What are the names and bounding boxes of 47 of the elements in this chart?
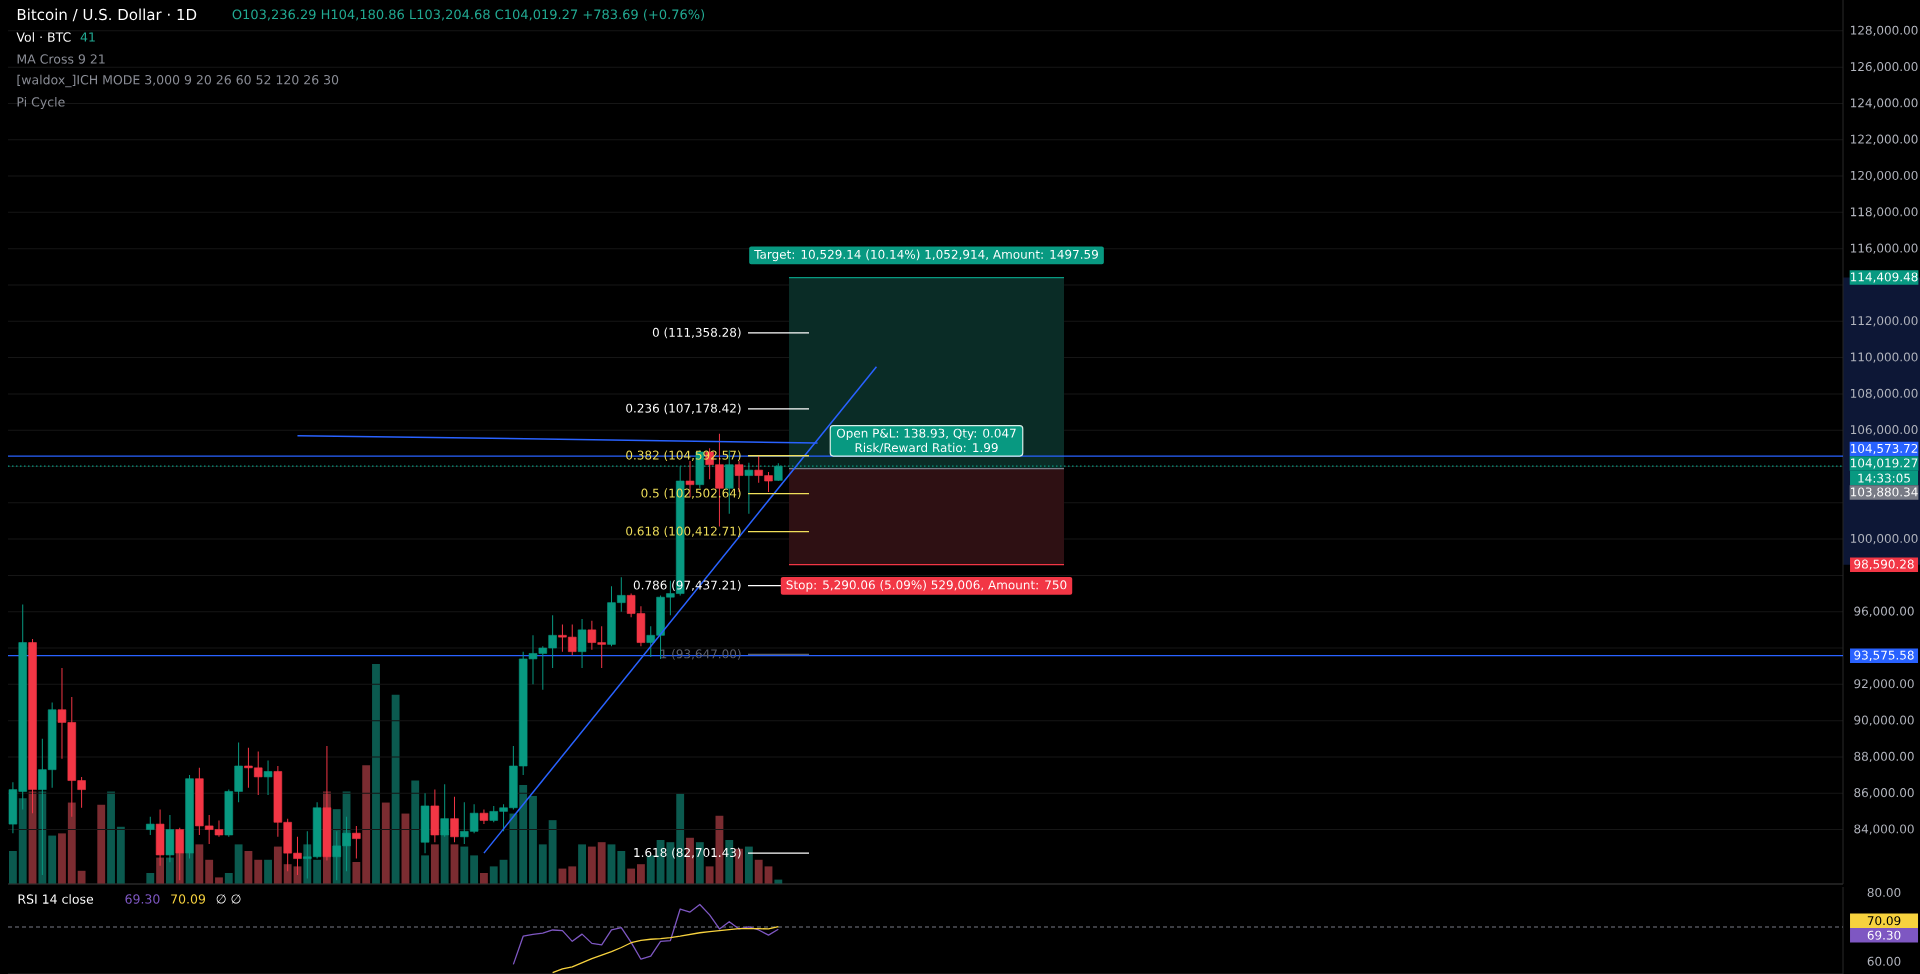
annotation: 69.30 bbox=[125, 894, 160, 904]
y-tick-label: 126,000.00 bbox=[1850, 62, 1918, 73]
y-tick-label: 124,000.00 bbox=[1850, 98, 1918, 109]
y-tick-label: 88,000.00 bbox=[1854, 751, 1914, 763]
y-tick-label: 86,000.00 bbox=[1854, 788, 1914, 799]
chart-title: Bitcoin / U.S. Dollar · 1D bbox=[17, 8, 197, 22]
chart-title: Vol · BTC bbox=[16, 32, 71, 42]
y-tick-label: 110,000.00 bbox=[1850, 352, 1918, 363]
y-tick-label: 118,000.00 bbox=[1850, 207, 1918, 218]
ref-line-label: 0 (111,358.28) bbox=[652, 327, 741, 339]
ref-line-label: 1.618 (82,701.43) bbox=[634, 847, 741, 859]
chart-title: RSI 14 close bbox=[18, 894, 94, 904]
y-tick-label: 108,000.00 bbox=[1850, 388, 1918, 400]
y-tick-label: 120,000.00 bbox=[1850, 170, 1918, 182]
y-tick-label: 92,000.00 bbox=[1854, 679, 1914, 690]
text: 103,880.34 bbox=[1850, 487, 1918, 498]
annotation: 70.09 bbox=[171, 894, 206, 904]
y-tick-label: 90,000.00 bbox=[1854, 715, 1914, 726]
ref-line-label: 0.236 (107,178.42) bbox=[626, 403, 741, 415]
annotation: Risk/Reward Ratio: 1.99 bbox=[855, 442, 998, 454]
text: 98,590.28 bbox=[1854, 559, 1914, 570]
text: 69.30 bbox=[1867, 930, 1901, 940]
band-label: Target: 10,529.14 (10.14%) 1,052,914, Amount: 1497.59 bbox=[754, 249, 1098, 262]
y-tick-label: 122,000.00 bbox=[1850, 134, 1918, 145]
y-tick-label: 112,000.00 bbox=[1850, 316, 1918, 327]
band-label: Stop: 5,290.06 (5.09%) 529,006, Amount: 750 bbox=[786, 580, 1067, 592]
text: 70.09 bbox=[1867, 916, 1901, 926]
ref-line-label: 104,573.72 bbox=[1850, 443, 1918, 455]
annotation: 41 bbox=[80, 32, 95, 42]
ref-line-label: 93,575.58 bbox=[1854, 650, 1914, 661]
annotation: [waldox_]ICH MODE 3,000 9 20 26 60 52 120 26 30 bbox=[17, 74, 339, 88]
annotation: Open P&L: 138.93, Qty: 0.047 bbox=[836, 428, 1016, 441]
y-tick-label: 60.00 bbox=[1867, 956, 1901, 966]
annotation: ∅ ∅ bbox=[216, 894, 241, 904]
y-tick-label: 80.00 bbox=[1867, 887, 1901, 898]
text: 14:33:05 bbox=[1858, 473, 1910, 483]
annotation: MA Cross 9 21 bbox=[17, 54, 105, 64]
y-tick-label: 116,000.00 bbox=[1850, 243, 1918, 254]
y-tick-label: 84,000.00 bbox=[1854, 824, 1914, 835]
ref-line-label: 104,019.27 bbox=[1850, 458, 1918, 469]
y-tick-label: 128,000.00 bbox=[1850, 25, 1918, 37]
text: 114,409.48 bbox=[1850, 272, 1918, 283]
y-tick-label: 100,000.00 bbox=[1850, 533, 1918, 545]
y-tick-label: 96,000.00 bbox=[1854, 606, 1914, 617]
text: O103,236.29 H104,180.86 L103,204.68 C104,019.27 +783.69 (+0.76%) bbox=[232, 9, 705, 21]
y-tick-label: 106,000.00 bbox=[1850, 425, 1918, 436]
annotation: Pi Cycle bbox=[17, 96, 65, 110]
